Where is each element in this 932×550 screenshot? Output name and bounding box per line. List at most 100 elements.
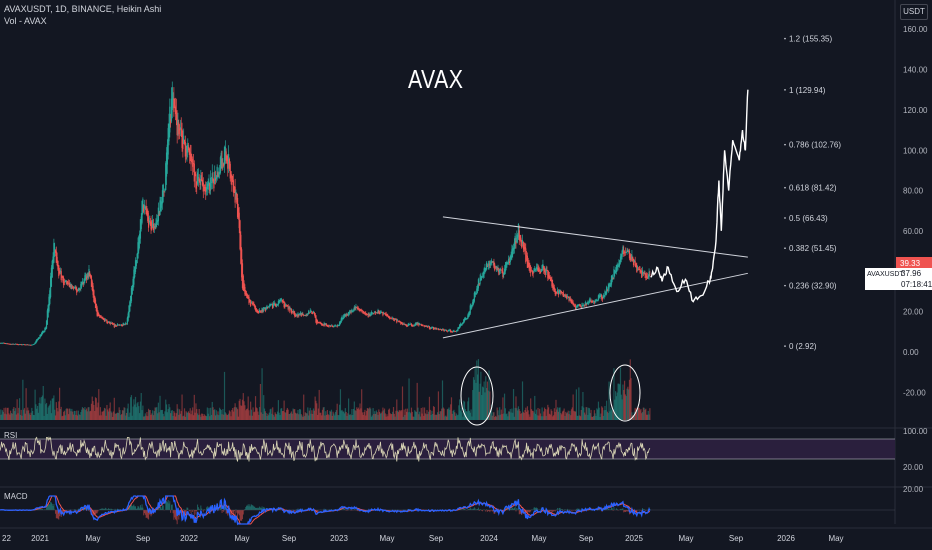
macd-histogram-bar: [37, 509, 39, 510]
price-candle: [104, 319, 106, 321]
macd-histogram-bar: [598, 508, 600, 510]
macd-histogram-bar: [135, 506, 137, 510]
price-candle: [309, 310, 311, 314]
volume-bar: [368, 408, 370, 420]
volume-bar: [417, 407, 419, 420]
volume-bar: [30, 412, 32, 420]
macd-histogram-bar: [261, 506, 263, 510]
macd-histogram-bar: [388, 510, 390, 511]
volume-bar: [340, 410, 342, 420]
time-axis-label: 22: [2, 534, 11, 543]
volume-bar: [255, 407, 257, 420]
volume-bar: [275, 413, 277, 420]
macd-histogram-bar: [37, 509, 39, 510]
price-candle: [400, 321, 402, 325]
price-candle: [446, 330, 449, 332]
price-candle: [264, 308, 266, 311]
macd-histogram-bar: [572, 510, 574, 511]
price-candle: [517, 235, 519, 239]
price-candle: [545, 267, 547, 273]
macd-histogram-bar: [562, 509, 564, 510]
price-candle: [416, 323, 418, 326]
volume-bar: [135, 407, 137, 420]
price-candle: [201, 178, 203, 182]
price-candle: [244, 286, 246, 295]
price-candle: [636, 265, 638, 273]
macd-histogram-bar: [47, 505, 49, 510]
price-candle: [343, 314, 346, 317]
macd-histogram-bar: [144, 510, 146, 515]
macd-histogram-bar: [170, 510, 172, 513]
price-candle: [616, 264, 618, 269]
macd-histogram-bar: [184, 510, 186, 517]
volume-bar: [63, 411, 65, 420]
volume-bar: [108, 408, 110, 420]
price-candle: [454, 331, 457, 332]
volume-bar: [455, 413, 457, 420]
price-candle: [168, 123, 170, 142]
volume-bar: [379, 413, 382, 420]
macd-histogram-bar: [464, 508, 466, 510]
price-candle: [421, 324, 423, 326]
volume-bar: [106, 404, 108, 420]
price-candle: [48, 296, 50, 312]
volume-bar: [544, 409, 546, 420]
volume-bar: [259, 407, 261, 420]
macd-histogram-bar: [196, 510, 198, 512]
volume-bar: [348, 398, 350, 420]
volume-bar: [574, 411, 576, 420]
macd-histogram-bar: [112, 509, 114, 510]
macd-histogram-bar: [221, 510, 223, 513]
volume-bar: [510, 412, 512, 420]
price-candle: [495, 265, 497, 268]
price-candle: [130, 287, 133, 302]
price-candle: [99, 315, 102, 318]
volume-bar: [637, 407, 640, 420]
volume-bar: [52, 398, 54, 420]
currency-button[interactable]: USDT: [900, 4, 928, 20]
volume-bar: [499, 414, 502, 420]
price-candle: [538, 269, 540, 271]
macd-histogram-bar: [256, 507, 258, 510]
volume-bar: [509, 409, 511, 420]
price-candle: [227, 158, 229, 169]
volume-bar: [141, 410, 143, 420]
price-candle: [20, 344, 22, 346]
price-candle: [259, 311, 262, 312]
volume-bar: [507, 416, 509, 420]
price-candle: [459, 323, 462, 327]
macd-histogram-bar: [489, 510, 491, 513]
price-candle: [570, 298, 572, 302]
price-candle: [406, 325, 408, 327]
price-candle: [335, 325, 337, 327]
price-candle: [12, 343, 14, 345]
price-candle: [521, 240, 523, 248]
price-candle: [49, 290, 51, 305]
volume-bar: [17, 413, 19, 420]
price-candle: [143, 204, 146, 209]
volume-bar: [420, 408, 422, 420]
volume-bar: [326, 409, 328, 420]
volume-bar: [31, 407, 33, 420]
price-candle: [58, 270, 61, 274]
price-candle: [161, 202, 163, 205]
macd-histogram-bar: [575, 509, 577, 510]
price-candle: [124, 323, 126, 325]
volume-bar: [624, 394, 626, 420]
price-candle: [254, 306, 257, 311]
price-candle: [4, 343, 6, 344]
price-candle: [485, 262, 488, 270]
volume-bar: [490, 412, 492, 420]
volume-bar: [529, 416, 531, 420]
price-candle: [109, 322, 111, 324]
price-candle: [129, 301, 131, 312]
time-axis-label: Sep: [136, 534, 151, 543]
price-candle: [227, 154, 230, 164]
price-candle: [419, 323, 422, 325]
volume-bar: [528, 414, 530, 420]
price-candle: [592, 300, 595, 302]
price-candle: [563, 294, 565, 297]
macd-histogram-bar: [524, 510, 526, 513]
volume-bar: [225, 413, 227, 420]
